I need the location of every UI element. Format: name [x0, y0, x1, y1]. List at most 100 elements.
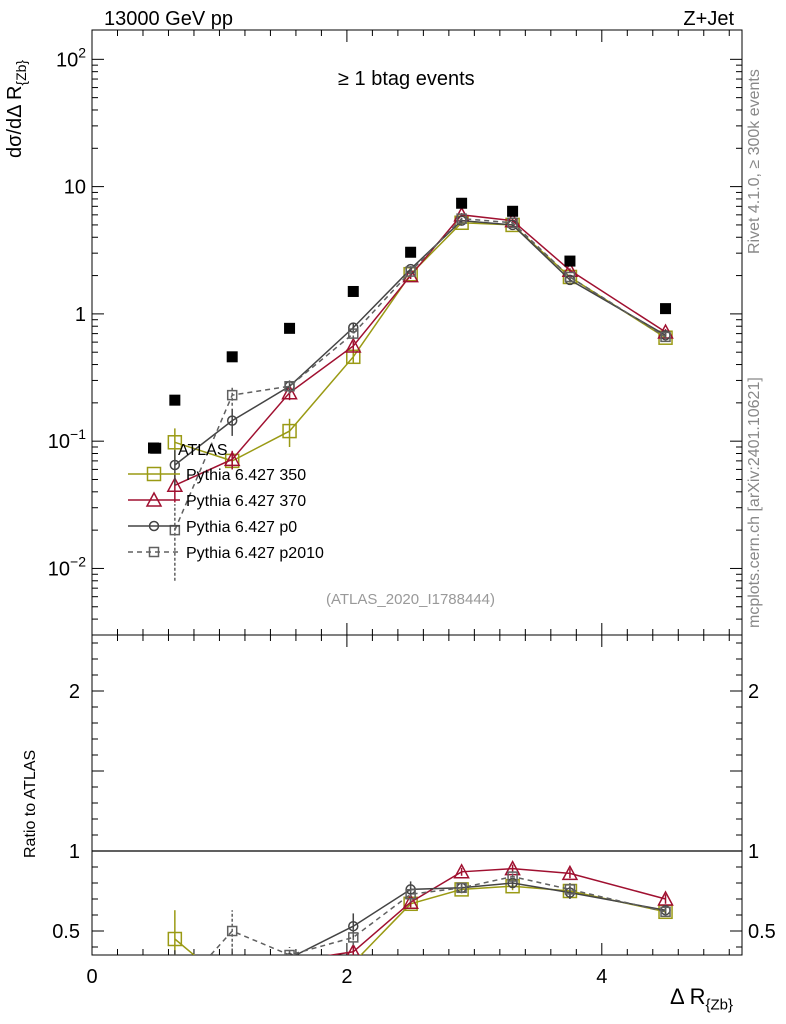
- side-label-rivet: Rivet 4.1.0, ≥ 300k events: [746, 69, 763, 254]
- main-y-tick-label: 102: [56, 44, 86, 71]
- ratio-point-pythia-6-427-p2010: [348, 932, 359, 943]
- ratio-point-pythia-6-427-p0: [170, 959, 179, 968]
- main-point-pythia-6-427-p2010: [405, 266, 416, 277]
- ratio-point-pythia-6-427-p2010: [456, 882, 467, 894]
- ratio-point-pythia-6-427-p2010: [405, 888, 416, 900]
- main-y-axis-label: dσ/dΔ R{Zb}: [4, 60, 29, 158]
- ratio-point-pythia-6-427-370: [453, 863, 470, 879]
- x-axis-label-sub: {Zb}: [705, 996, 734, 1014]
- main-y-tick-base: 10: [48, 558, 70, 580]
- main-point-pythia-6-427-370: [402, 266, 419, 283]
- main-point-pythia-6-427-p2010: [456, 213, 467, 224]
- legend: ATLAS Pythia 6.427 350 Pythia 6.427 370 Pyt…: [128, 442, 324, 562]
- ratio-point-pythia-6-427-p2010: [226, 925, 238, 937]
- main-y-tick-base: 1: [75, 304, 86, 326]
- ratio-point-pythia-6-427-370: [346, 943, 360, 955]
- main-line-pythia-6-427-350: [174, 221, 666, 462]
- side-label-mcplots: mcplots.cern.ch [arXiv:2401.10621]: [746, 377, 763, 628]
- x-tick-label: 0: [86, 966, 97, 988]
- ratio-point-pythia-6-427-370: [288, 952, 291, 955]
- ratio-point-pythia-6-427-p0: [285, 952, 294, 955]
- header-right-label: Z+Jet: [683, 8, 734, 30]
- ratio-y-tick-label-right: 1: [748, 841, 759, 863]
- ratio-point-pythia-6-427-p2010: [170, 991, 179, 1000]
- x-tick-label: 4: [596, 966, 607, 988]
- legend-label-pythia-6-427-370: Pythia 6.427 370: [186, 493, 306, 510]
- main-point-pythia-6-427-370: [345, 337, 362, 353]
- ratio-y-tick-label: 0.5: [52, 921, 80, 943]
- main-line-pythia-6-427-p0: [174, 219, 666, 466]
- main-series-pythia-6-427-p2010: [169, 213, 671, 581]
- main-y-tick-base: 10: [56, 49, 78, 71]
- main-point-pythia-6-427-p2010: [348, 328, 359, 339]
- ratio-point-pythia-6-427-p0: [348, 920, 359, 932]
- main-y-tick-label: 10−2: [48, 553, 86, 580]
- main-point-atlas: [507, 205, 519, 217]
- x-tick-label: 2: [341, 966, 352, 988]
- legend-label-pythia-6-427-p2010: Pythia 6.427 p2010: [186, 545, 324, 562]
- analysis-watermark: (ATLAS_2020_I1788444): [326, 591, 496, 608]
- legend-marker-pythia-6-427-350: [146, 466, 162, 482]
- main-point-atlas: [660, 303, 672, 315]
- ratio-point-pythia-6-427-370: [225, 978, 239, 991]
- main-point-pythia-6-427-p2010: [284, 381, 295, 392]
- main-point-pythia-6-427-p2010: [507, 217, 518, 229]
- main-point-pythia-6-427-350: [167, 435, 183, 450]
- main-y-tick-exponent: −2: [70, 553, 86, 569]
- legend-label-pythia-6-427-350: Pythia 6.427 350: [186, 467, 306, 484]
- main-y-tick-label: 10−1: [48, 426, 86, 453]
- main-point-atlas: [284, 322, 296, 334]
- main-y-tick-label: 10: [64, 177, 86, 199]
- main-point-atlas: [564, 255, 576, 267]
- ratio-point-pythia-6-427-p0: [228, 957, 237, 966]
- main-point-atlas: [456, 197, 468, 209]
- main-point-pythia-6-427-370: [166, 476, 184, 493]
- ratio-y-tick-label: 2: [69, 681, 80, 703]
- legend-marker-atlas: [148, 442, 159, 454]
- main-y-tick-exponent: −1: [70, 426, 86, 442]
- main-point-pythia-6-427-350: [282, 423, 297, 439]
- ratio-line-pythia-6-427-370: [326, 867, 666, 955]
- main-y-tick-base: 10: [64, 177, 86, 199]
- ratio-y-axis-label: Ratio to ATLAS: [22, 749, 39, 858]
- main-point-pythia-6-427-p0: [169, 459, 181, 471]
- ratio-y-tick-label: 1: [69, 841, 80, 863]
- x-axis-label: Δ R{Zb}: [670, 984, 733, 1013]
- ratio-y-tick-label-right: 0.5: [748, 921, 776, 943]
- ratio-point-pythia-6-427-370: [561, 864, 579, 881]
- legend-marker-pythia-6-427-370: [145, 491, 163, 507]
- ratio-line-pythia-6-427-350: [174, 885, 666, 955]
- main-point-pythia-6-427-p0: [226, 415, 238, 426]
- ratio-point-pythia-6-427-p2010: [284, 949, 295, 955]
- ratio-point-pythia-6-427-p2010: [660, 906, 671, 918]
- ratio-point-pythia-6-427-p2010: [564, 884, 576, 895]
- ratio-y-tick-label-right: 2: [748, 681, 759, 703]
- ratio-point-pythia-6-427-p2010: [507, 871, 518, 882]
- ratio-point-pythia-6-427-350: [283, 979, 296, 992]
- main-point-pythia-6-427-370: [223, 450, 241, 467]
- main-y-axis-label-text: dσ/dΔ R: [4, 85, 26, 158]
- ratio-plot-frame: [91, 634, 743, 956]
- main-point-atlas: [347, 285, 359, 297]
- ratio-line-pythia-6-427-p2010: [209, 875, 666, 955]
- main-point-pythia-6-427-p2010: [226, 389, 238, 401]
- main-line-pythia-6-427-370: [174, 214, 666, 486]
- main-point-pythia-6-427-p2010: [660, 331, 671, 343]
- legend-marker-pythia-6-427-p2010: [148, 546, 160, 558]
- main-y-tick-base: 10: [48, 431, 70, 453]
- x-axis-label-text: Δ R: [670, 984, 706, 1009]
- main-y-tick-exponent: 2: [78, 44, 86, 60]
- ratio-point-pythia-6-427-350: [226, 981, 239, 994]
- main-point-pythia-6-427-370: [281, 384, 298, 400]
- ratio-series-pythia-6-427-p0: [170, 877, 671, 968]
- main-point-atlas: [169, 394, 181, 406]
- main-point-atlas: [405, 246, 417, 258]
- ratio-point-pythia-6-427-370: [168, 970, 182, 983]
- main-plot-title: ≥ 1 btag events: [338, 68, 475, 90]
- main-y-axis-label-sub: {Zb}: [13, 59, 29, 86]
- main-point-pythia-6-427-p2010: [564, 271, 576, 283]
- main-y-tick-label: 1: [75, 304, 86, 326]
- legend-label-atlas: ATLAS: [178, 442, 228, 459]
- main-series-pythia-6-427-370: [166, 206, 674, 503]
